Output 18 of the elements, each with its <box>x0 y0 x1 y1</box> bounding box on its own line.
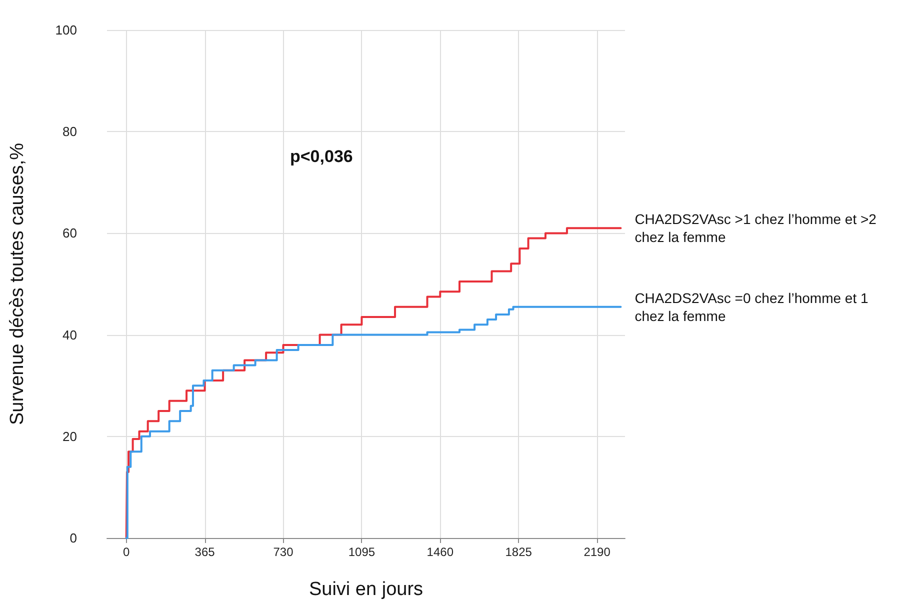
x-tick-label: 2190 <box>584 545 611 559</box>
y-tick-label: 60 <box>62 226 77 241</box>
y-axis-title: Survenue décès toutes causes,% <box>7 142 28 426</box>
annotation: p<0,036 <box>290 147 353 166</box>
y-tick-label: 20 <box>62 428 77 444</box>
series-label: CHA2DS2VAsc >1 chez l’homme et >2 chez la femme <box>634 211 880 246</box>
x-axis-title: Suivi en jours <box>308 579 424 600</box>
x-tick-label: 0 <box>123 545 130 559</box>
y-tick-label: 40 <box>62 327 77 342</box>
series-label: CHA2DS2VAsc =0 chez l’homme et 1 chez la femme <box>634 290 872 324</box>
x-tick-label: 1825 <box>505 545 532 559</box>
x-tick-label: 1095 <box>348 545 376 559</box>
x-tick-label: 365 <box>194 545 216 559</box>
y-tick-label: 80 <box>62 124 77 140</box>
y-tick-label: 100 <box>55 22 77 38</box>
x-tick-label: 1460 <box>426 545 454 559</box>
x-tick-label: 730 <box>273 545 294 559</box>
y-tick-label: 0 <box>70 530 77 546</box>
